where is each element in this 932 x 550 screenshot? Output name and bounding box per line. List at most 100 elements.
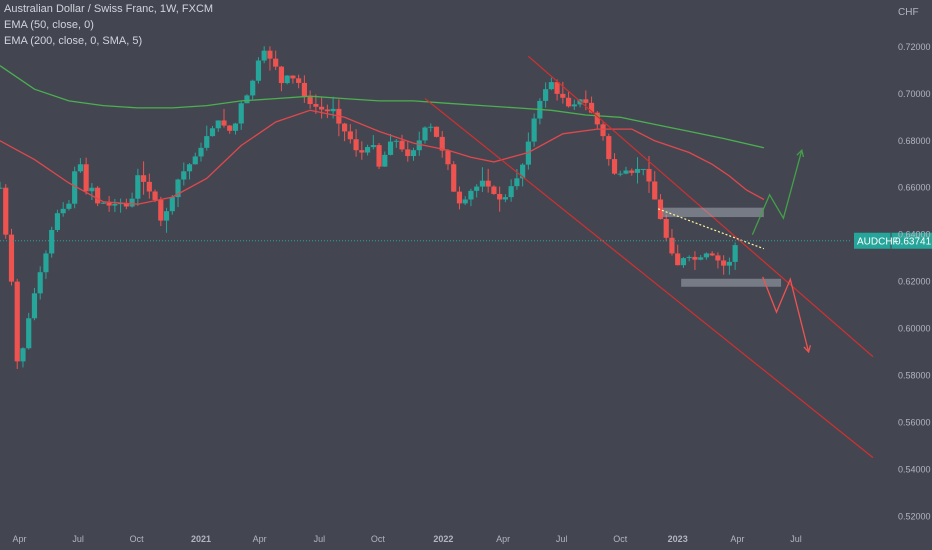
candle-body [428,126,434,128]
candle-body [215,120,221,129]
candle-body [204,136,210,148]
candle-body [353,139,359,151]
x-tick-label: Apr [13,534,27,544]
candle-body [72,171,78,204]
candle-body [347,131,353,140]
y-tick-label: 0.64000 [898,230,931,240]
candle-body [663,219,669,238]
candle-body [0,187,3,189]
candle-body [364,147,371,153]
candle-body [60,208,66,214]
candle-body [284,75,290,84]
candle-body [359,150,365,153]
x-tick-label: Jul [72,534,84,544]
x-tick-label: Oct [371,534,386,544]
candle-body [278,66,285,84]
candle-body [250,80,256,96]
candle-body [629,170,635,173]
channel-lower-line[interactable] [424,98,874,459]
candle-body [698,257,704,260]
candle-body [330,108,336,112]
candle-body [181,171,187,180]
x-tick-label: Apr [730,534,744,544]
candle-body [422,127,428,141]
candle-body [387,141,394,155]
candle-body [255,60,262,81]
candle-body [227,125,233,131]
candle-body [301,82,307,97]
x-tick-label: 2022 [433,534,453,544]
candle-body [554,82,560,94]
y-tick-label: 0.60000 [898,324,931,334]
time-axis[interactable]: Apr Jul Oct 2021 Apr Jul Oct 2022 Apr Jul Oct 2023 A… [13,534,802,544]
candle-body [54,213,61,230]
candle-body [232,123,239,131]
candle-body [468,190,474,200]
candle-body [686,256,692,259]
y-tick-label: 0.56000 [898,417,931,427]
bearish-projection-arrow-head [803,345,812,354]
descending-trendline[interactable] [657,208,765,250]
bullish-projection-arrow[interactable] [751,150,803,235]
plot-area[interactable] [0,46,874,459]
candle-body [43,253,49,273]
y-tick-label: 0.62000 [898,277,931,287]
candle-body [669,237,675,254]
candle-body [37,272,43,294]
candle-body [66,203,72,209]
candle-body [209,128,216,137]
candle-body [588,102,595,113]
y-tick-label: 0.58000 [898,370,931,380]
candle-body [158,199,164,221]
candle-body [416,140,422,151]
candle-body [451,164,457,192]
bearish-projection-arrow[interactable] [762,276,810,353]
ema200-line [0,65,765,149]
candle-body [565,97,572,107]
candle-body [456,191,463,204]
x-tick-label: Oct [130,534,145,544]
candle-body [152,191,158,200]
candle-body [169,197,175,212]
candle-body [26,318,32,349]
candle-body [244,95,250,104]
candle-body [514,178,520,187]
ema50-legend: EMA (50, close, 0) [4,19,94,31]
candle-body [123,203,129,207]
candle-body [77,164,83,172]
candle-body [140,175,147,182]
candle-body [657,199,664,220]
candle-body [238,103,244,124]
y-tick-label: 0.54000 [898,464,931,474]
candle-body [31,293,38,319]
candle-body [462,199,468,204]
candle-body [100,202,106,204]
candle-body [89,187,95,192]
candle-body [342,123,348,132]
candle-body [571,104,577,107]
candle-body [273,58,279,67]
candle-body [675,253,681,266]
resistance-zone[interactable] [662,207,764,218]
price-tag-value: 0.63741 [895,237,932,248]
candle-body [445,150,451,165]
candle-body [732,245,738,262]
channel-upper-line[interactable] [527,55,874,358]
x-tick-label: Jul [314,534,326,544]
price-tag-symbol: AUDCHF [857,237,899,248]
candle-body [405,149,411,157]
candle-body [606,136,612,160]
candle-body [721,260,727,266]
candle-body [491,186,497,194]
candle-body [313,104,319,107]
candle-body [20,348,26,362]
candle-body [680,258,687,266]
x-tick-label: Apr [253,534,267,544]
support-zone[interactable] [681,278,782,287]
price-tag[interactable] [854,232,932,249]
candle-body [531,118,537,142]
candle-body [703,253,710,258]
candle-body [623,170,629,174]
